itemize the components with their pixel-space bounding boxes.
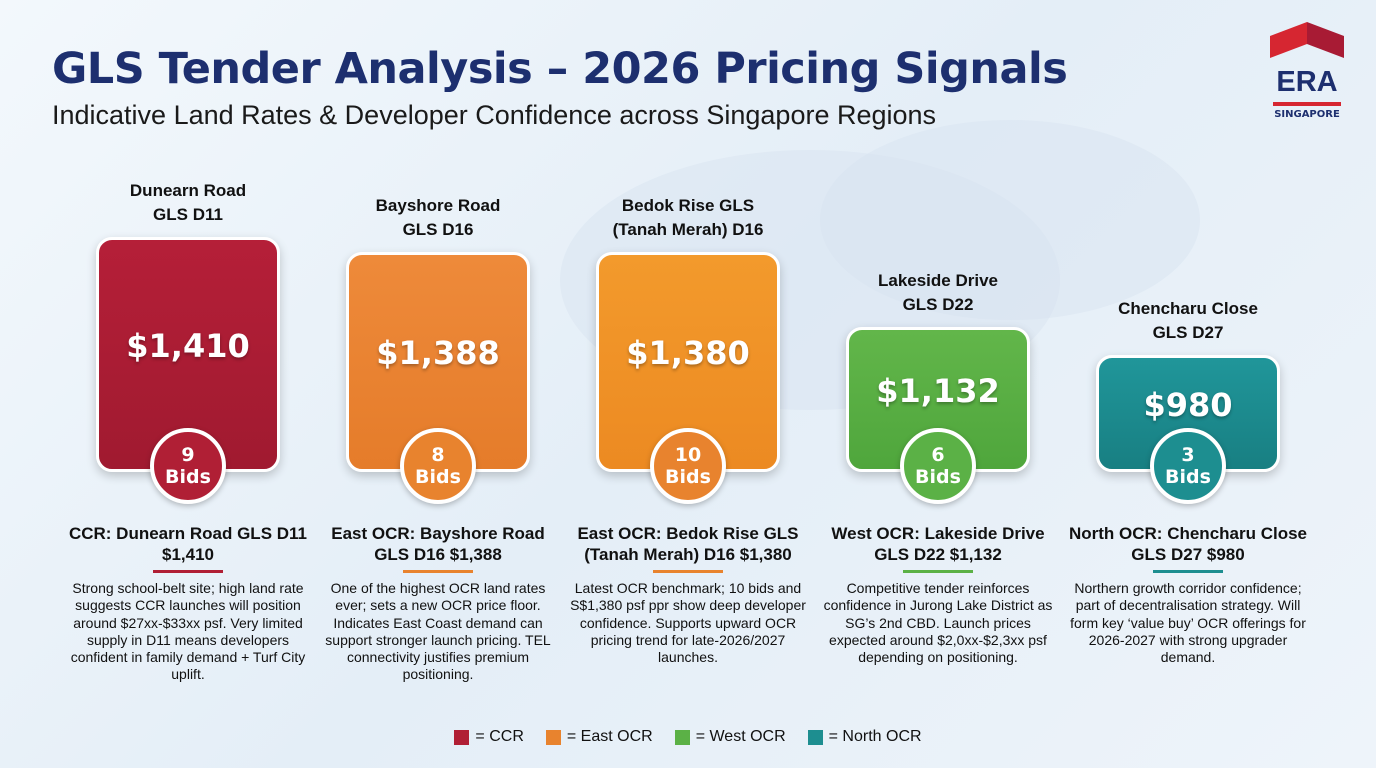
site-column: Bedok Rise GLS (Tanah Merah) D16 $1,380 1… bbox=[563, 0, 813, 768]
site-title: Lakeside Drive GLS D22 bbox=[877, 271, 998, 314]
legend-item-west-ocr: = West OCR bbox=[674, 728, 786, 746]
site-description: Competitive tender reinforces confidence… bbox=[823, 580, 1053, 666]
divider bbox=[403, 570, 473, 573]
site-headline: North OCR: Chencharu Close GLS D27 $980 bbox=[1068, 524, 1308, 564]
site-headline: East OCR: Bedok Rise GLS (Tanah Merah) D… bbox=[577, 524, 799, 564]
site-column: Dunearn Road GLS D11 $1,410 9 Bids CCR: Du… bbox=[63, 0, 313, 768]
site-column: Bayshore Road GLS D16 $1,388 8 Bids East O… bbox=[313, 0, 563, 768]
site-column: Lakeside Drive GLS D22 $1,132 6 Bids West … bbox=[813, 0, 1063, 768]
price-bar: $980 bbox=[1096, 355, 1280, 472]
price-label: $1,380 bbox=[626, 334, 750, 372]
background-map bbox=[820, 120, 1200, 320]
legend-item-east-ocr: = East OCR bbox=[545, 728, 653, 746]
page-title: GLS Tender Analysis – 2026 Pricing Signa… bbox=[52, 44, 1068, 94]
price-bar: $1,380 bbox=[596, 252, 780, 472]
divider bbox=[153, 570, 223, 573]
legend: = CCR = East OCR = West OCR = North OCR bbox=[0, 728, 1376, 746]
logo-text: ERA bbox=[1276, 66, 1338, 98]
price-bar: $1,132 bbox=[846, 327, 1030, 472]
bids-badge: 6 Bids bbox=[900, 428, 976, 504]
site-description: Northern growth corridor confidence; par… bbox=[1070, 580, 1306, 666]
era-logo: ERA SINGAPORE bbox=[1268, 22, 1346, 122]
logo-subtext: SINGAPORE bbox=[1274, 109, 1340, 120]
price-label: $1,410 bbox=[126, 326, 250, 365]
bids-badge: 10 Bids bbox=[650, 428, 726, 504]
site-headline: East OCR: Bayshore Road GLS D16 $1,388 bbox=[331, 524, 545, 564]
price-label: $1,132 bbox=[876, 371, 1000, 410]
site-title: Bedok Rise GLS (Tanah Merah) D16 bbox=[612, 196, 764, 239]
site-description: Strong school-belt site; high land rate … bbox=[70, 580, 306, 683]
legend-item-north-ocr: = North OCR bbox=[807, 728, 922, 746]
site-headline: West OCR: Lakeside Drive GLS D22 $1,132 bbox=[831, 524, 1045, 564]
price-label: $1,388 bbox=[376, 334, 500, 372]
divider bbox=[653, 570, 723, 573]
roof-icon bbox=[1270, 22, 1344, 58]
legend-item-ccr: = CCR bbox=[454, 728, 524, 746]
site-description: Latest OCR benchmark; 10 bids and S$1,38… bbox=[570, 580, 806, 666]
site-title: Chencharu Close GLS D27 bbox=[1118, 299, 1258, 342]
page-subtitle: Indicative Land Rates & Developer Confid… bbox=[52, 100, 937, 130]
bids-badge: 8 Bids bbox=[400, 428, 476, 504]
site-headline: CCR: Dunearn Road GLS D11 $1,410 bbox=[68, 524, 308, 564]
bids-badge: 9 Bids bbox=[150, 428, 226, 504]
divider bbox=[903, 570, 973, 573]
price-label: $980 bbox=[1143, 385, 1233, 424]
site-title: Bayshore Road GLS D16 bbox=[375, 196, 501, 239]
site-title: Dunearn Road GLS D11 bbox=[129, 181, 247, 224]
bids-badge: 3 Bids bbox=[1150, 428, 1226, 504]
divider bbox=[1153, 570, 1223, 573]
site-description: One of the highest OCR land rates ever; … bbox=[325, 580, 551, 683]
site-column: Chencharu Close GLS D27 $980 3 Bids North … bbox=[1063, 0, 1313, 768]
